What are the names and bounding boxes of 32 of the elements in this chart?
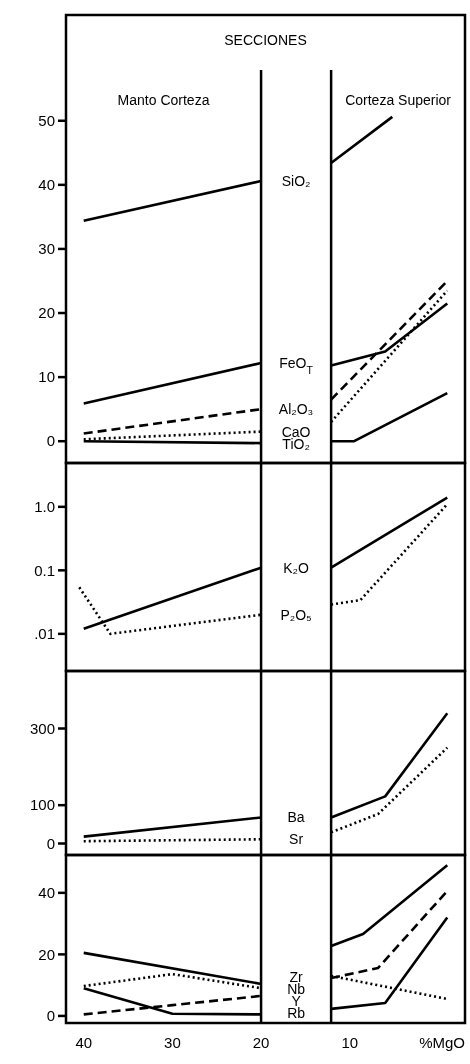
x-tick-label: 30 (164, 1034, 181, 1051)
y-tick-label: 50 (38, 112, 55, 129)
y-tick-label: 1.0 (34, 498, 55, 516)
series-label: FeO$_{T}$ (279, 355, 314, 377)
y-tick-label: 0 (46, 432, 55, 450)
series-label: P₂O₅ (280, 606, 312, 623)
text: SECCIONES (224, 32, 307, 48)
x-tick-label: 10 (341, 1034, 359, 1051)
series-label: SiO₂ (281, 173, 311, 189)
series-label: Al₂O₃ (278, 401, 314, 418)
series-label: Nb (287, 981, 306, 997)
y-tick-label: 40 (38, 884, 55, 902)
text: Sr (289, 831, 304, 848)
y-tick-label: 0 (46, 1007, 55, 1025)
y-tick-label: 0.1 (34, 561, 55, 579)
x-axis-title: %MgO (419, 1034, 465, 1051)
y-tick-label: 10 (38, 368, 55, 386)
y-tick-label: 100 (29, 796, 55, 814)
series-label: Rb (287, 1005, 306, 1021)
y-tick-label: 300 (29, 719, 55, 737)
annotation: Manto Corteza (117, 92, 210, 108)
y-tick-label: 40 (38, 176, 55, 194)
series-label: K₂O (283, 559, 310, 576)
y-tick-label: 20 (38, 304, 55, 322)
y-tick-label: .01 (34, 625, 55, 643)
x-tick-label: 20 (252, 1034, 270, 1051)
y-tick-label: 0 (46, 834, 55, 852)
y-tick-label: 30 (38, 240, 55, 258)
x-tick-label: 40 (75, 1034, 93, 1051)
y-tick-label: 20 (38, 945, 55, 963)
series-label: Ba (287, 809, 305, 826)
annotation: Corteza Superior (345, 92, 452, 108)
